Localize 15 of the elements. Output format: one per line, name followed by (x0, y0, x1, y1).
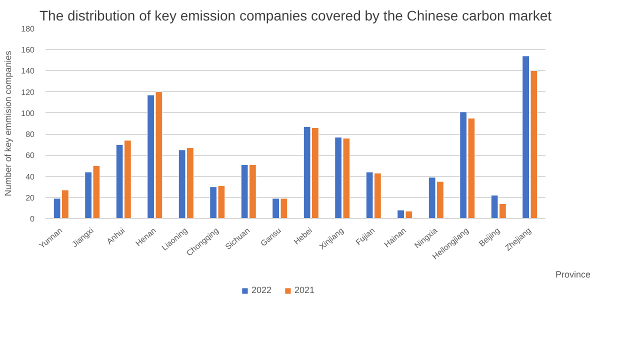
y-tick-label: 20 (26, 193, 36, 202)
chart-title: The distribution of key emission companies covered by the Chinese carbon market (39, 8, 552, 24)
y-tick-label: 60 (26, 151, 36, 160)
y-tick-label: 80 (26, 130, 36, 140)
y-axis-title: Number of key emmision companies (3, 50, 14, 196)
legend-label: 2022 (251, 285, 272, 295)
x-axis-title: Province (555, 270, 590, 280)
y-tick-label: 40 (26, 172, 36, 182)
y-tick-label: 140 (21, 66, 36, 76)
y-tick-label: 180 (21, 24, 36, 34)
y-tick-label: 0 (30, 214, 36, 224)
y-tick-label: 120 (21, 88, 36, 97)
y-tick-label: 160 (21, 46, 36, 55)
y-tick-label: 100 (21, 108, 36, 118)
legend-label: 2021 (294, 285, 315, 295)
